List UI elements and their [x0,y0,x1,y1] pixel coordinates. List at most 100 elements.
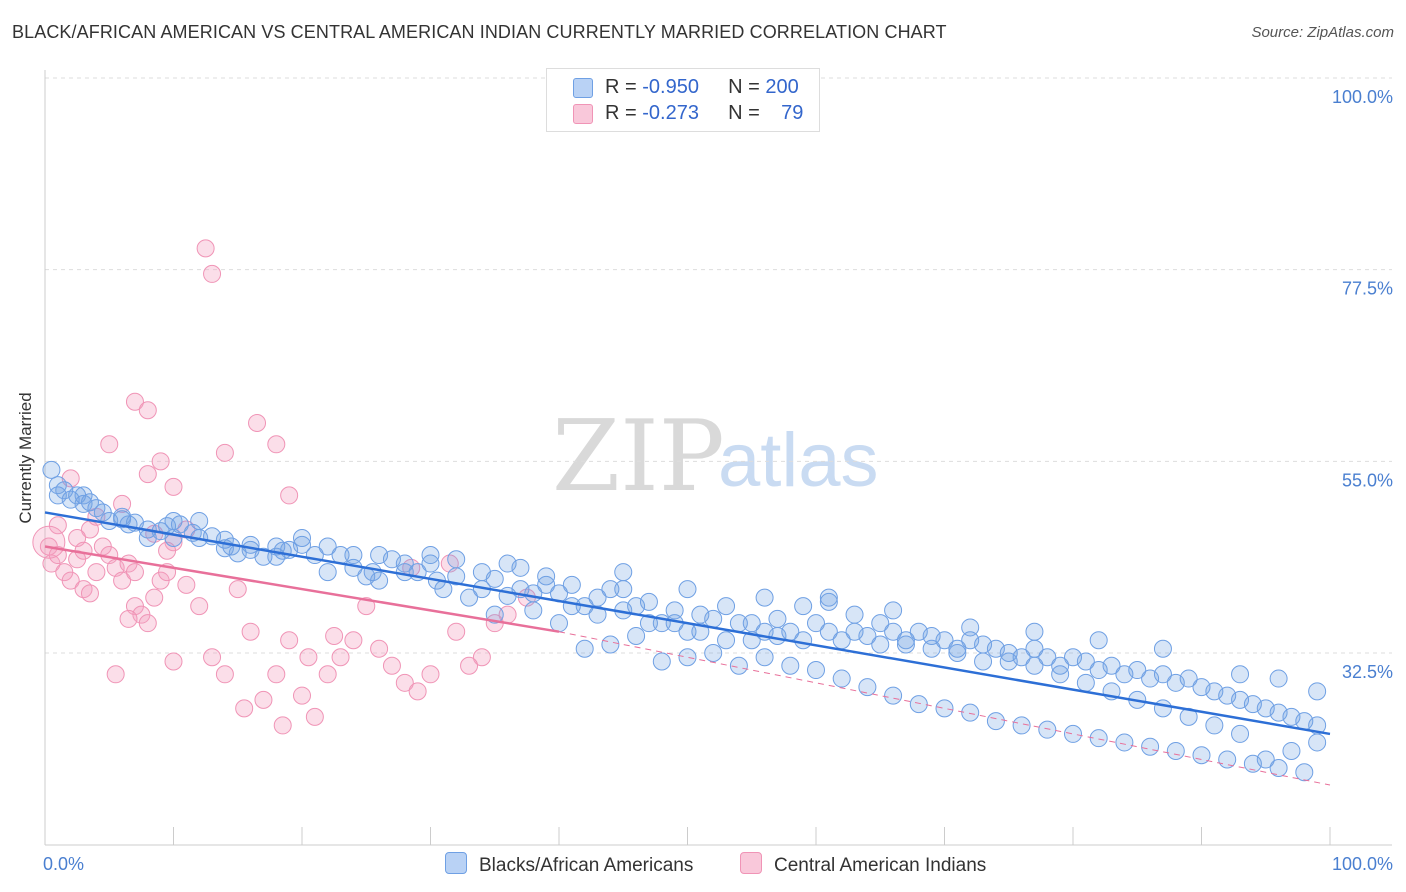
data-point-central-american-indians[interactable] [241,622,260,641]
data-point-blacks-african-americans[interactable] [986,712,1005,731]
data-point-central-american-indians[interactable] [80,584,99,603]
data-point-central-american-indians[interactable] [125,392,144,411]
data-point-central-american-indians[interactable] [460,656,479,675]
data-point-blacks-african-americans[interactable] [896,631,915,650]
data-point-blacks-african-americans[interactable] [421,554,440,573]
data-point-blacks-african-americans[interactable] [601,580,620,599]
data-point-blacks-african-americans[interactable] [884,622,903,641]
data-point-blacks-african-americans[interactable] [871,635,890,654]
data-point-blacks-african-americans[interactable] [550,614,568,633]
data-point-blacks-african-americans[interactable] [794,631,813,650]
data-point-central-american-indians[interactable] [447,622,466,641]
data-point-blacks-african-americans[interactable] [1128,661,1147,680]
data-point-central-american-indians[interactable] [305,707,324,726]
data-point-blacks-african-americans[interactable] [293,529,311,547]
data-point-blacks-african-americans[interactable] [1051,665,1070,684]
data-point-blacks-african-americans[interactable] [485,605,504,624]
data-point-blacks-african-americans[interactable] [755,648,774,667]
data-point-blacks-african-americans[interactable] [1153,665,1172,684]
data-point-blacks-african-americans[interactable] [1205,716,1224,735]
data-point-central-american-indians[interactable] [318,665,337,684]
data-point-central-american-indians[interactable] [138,401,157,420]
data-point-central-american-indians[interactable] [196,239,215,258]
data-point-central-american-indians[interactable] [280,631,299,650]
data-point-blacks-african-americans[interactable] [819,588,838,607]
data-point-central-american-indians[interactable] [177,575,196,594]
data-point-blacks-african-americans[interactable] [1089,729,1108,748]
data-point-blacks-african-americans[interactable] [961,703,980,722]
data-point-blacks-african-americans[interactable] [370,571,389,590]
data-point-central-american-indians[interactable] [235,699,254,718]
data-point-central-american-indians[interactable] [228,580,247,599]
data-point-blacks-african-americans[interactable] [884,686,903,705]
data-point-blacks-african-americans[interactable] [1308,682,1327,701]
data-point-blacks-african-americans[interactable] [164,529,183,547]
data-point-blacks-african-americans[interactable] [948,644,967,662]
data-point-central-american-indians[interactable] [293,686,311,705]
data-point-central-american-indians[interactable] [100,435,119,454]
data-point-blacks-african-americans[interactable] [652,652,671,671]
data-point-central-american-indians[interactable] [113,571,132,590]
data-point-central-american-indians[interactable] [299,648,318,667]
data-point-blacks-african-americans[interactable] [961,618,980,637]
data-point-blacks-african-americans[interactable] [48,486,67,505]
data-point-blacks-african-americans[interactable] [1064,724,1082,743]
data-point-blacks-african-americans[interactable] [562,575,581,594]
data-point-central-american-indians[interactable] [280,486,299,505]
data-point-central-american-indians[interactable] [273,716,292,735]
data-point-blacks-african-americans[interactable] [460,588,479,607]
data-point-blacks-african-americans[interactable] [1038,648,1057,667]
data-point-central-american-indians[interactable] [119,609,138,628]
data-point-blacks-african-americans[interactable] [1282,741,1301,760]
data-point-central-american-indians[interactable] [203,648,222,667]
data-point-blacks-african-americans[interactable] [241,535,260,554]
data-point-central-american-indians[interactable] [164,652,183,671]
data-point-blacks-african-americans[interactable] [575,639,594,658]
data-point-blacks-african-americans[interactable] [871,614,890,633]
data-point-blacks-african-americans[interactable] [858,626,877,645]
data-point-blacks-african-americans[interactable] [190,511,209,530]
data-point-blacks-african-americans[interactable] [293,535,311,554]
data-point-central-american-indians[interactable] [61,571,80,590]
data-point-blacks-african-americans[interactable] [1102,656,1121,675]
data-point-blacks-african-americans[interactable] [1115,733,1134,752]
data-point-central-american-indians[interactable] [125,563,144,582]
data-point-central-american-indians[interactable] [408,682,427,701]
data-point-blacks-african-americans[interactable] [614,563,633,582]
data-point-blacks-african-americans[interactable] [1076,652,1095,671]
data-point-central-american-indians[interactable] [331,648,350,667]
data-point-blacks-african-americans[interactable] [1025,622,1044,641]
data-point-blacks-african-americans[interactable] [935,699,954,718]
data-point-central-american-indians[interactable] [215,443,234,462]
data-point-central-american-indians[interactable] [164,477,183,496]
data-point-blacks-african-americans[interactable] [588,588,607,607]
data-point-central-american-indians[interactable] [138,614,157,633]
data-point-blacks-african-americans[interactable] [1089,631,1108,650]
data-point-blacks-african-americans[interactable] [601,635,620,654]
data-point-blacks-african-americans[interactable] [794,597,813,616]
data-point-blacks-african-americans[interactable] [999,652,1018,671]
data-point-blacks-african-americans[interactable] [717,631,736,650]
data-point-blacks-african-americans[interactable] [1256,750,1275,769]
data-point-central-american-indians[interactable] [32,525,66,559]
data-point-central-american-indians[interactable] [215,665,234,684]
data-point-blacks-african-americans[interactable] [1295,763,1314,782]
data-point-blacks-african-americans[interactable] [639,592,658,611]
data-point-blacks-african-americans[interactable] [729,656,748,675]
data-point-central-american-indians[interactable] [106,665,125,684]
data-point-blacks-african-americans[interactable] [524,601,543,620]
legend-item-blacks[interactable]: Blacks/African Americans [445,852,693,877]
legend-item-central-american-indians[interactable]: Central American Indians [740,852,986,877]
data-point-blacks-african-americans[interactable] [1179,669,1198,688]
data-point-blacks-african-americans[interactable] [1141,737,1160,756]
data-point-blacks-african-americans[interactable] [370,546,389,565]
data-point-blacks-african-americans[interactable] [832,669,851,688]
data-point-blacks-african-americans[interactable] [704,609,723,628]
data-point-blacks-african-americans[interactable] [1153,699,1172,718]
data-point-blacks-african-americans[interactable] [87,499,106,518]
data-point-blacks-african-americans[interactable] [627,626,646,645]
data-point-blacks-african-americans[interactable] [254,547,273,566]
data-point-blacks-african-americans[interactable] [395,554,414,573]
data-point-blacks-african-americans[interactable] [498,554,517,573]
data-point-blacks-african-americans[interactable] [447,550,466,569]
